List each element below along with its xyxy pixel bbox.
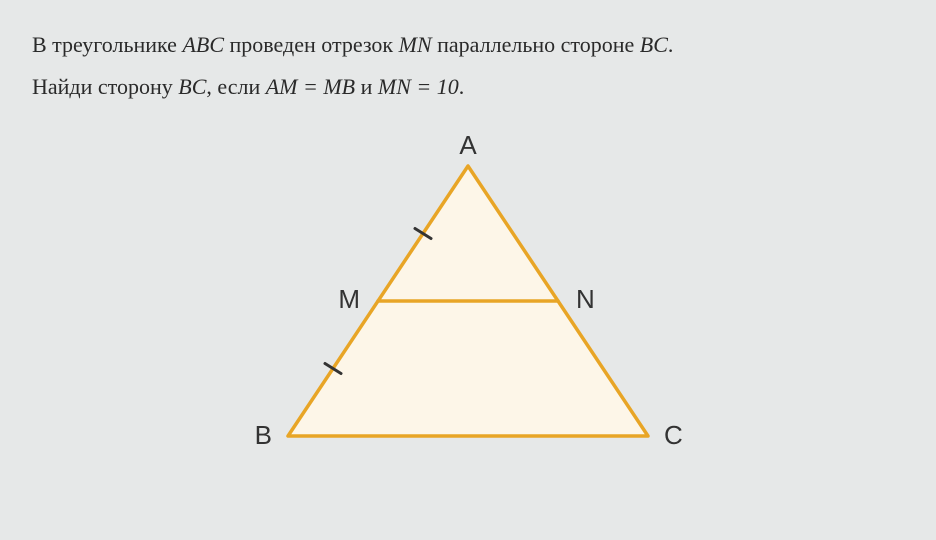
text: .	[459, 74, 465, 99]
segment-name: MN	[399, 32, 432, 57]
text: и	[355, 74, 378, 99]
triangle-name: ABC	[182, 32, 224, 57]
text: Найди сторону	[32, 74, 178, 99]
problem-statement: В треугольнике ABC проведен отрезок MN п…	[32, 24, 904, 108]
vertex-label-a: A	[459, 136, 477, 160]
vertex-label-c: C	[664, 420, 683, 450]
triangle-figure: A B C M N	[228, 136, 708, 456]
side-name: BC	[178, 74, 206, 99]
equation-2: MN = 10	[378, 74, 459, 99]
vertex-label-n: N	[576, 284, 595, 314]
problem-line-2: Найди сторону BC, если AM = MB и MN = 10…	[32, 66, 904, 108]
text: параллельно стороне	[432, 32, 640, 57]
figure-container: A B C M N	[32, 136, 904, 456]
text: , если	[206, 74, 265, 99]
text: проведен отрезок	[224, 32, 399, 57]
vertex-label-m: M	[338, 284, 360, 314]
text: .	[668, 32, 674, 57]
equation-1: AM = MB	[266, 74, 355, 99]
problem-line-1: В треугольнике ABC проведен отрезок MN п…	[32, 24, 904, 66]
vertex-label-b: B	[255, 420, 272, 450]
side-name: BC	[640, 32, 668, 57]
text: В треугольнике	[32, 32, 182, 57]
